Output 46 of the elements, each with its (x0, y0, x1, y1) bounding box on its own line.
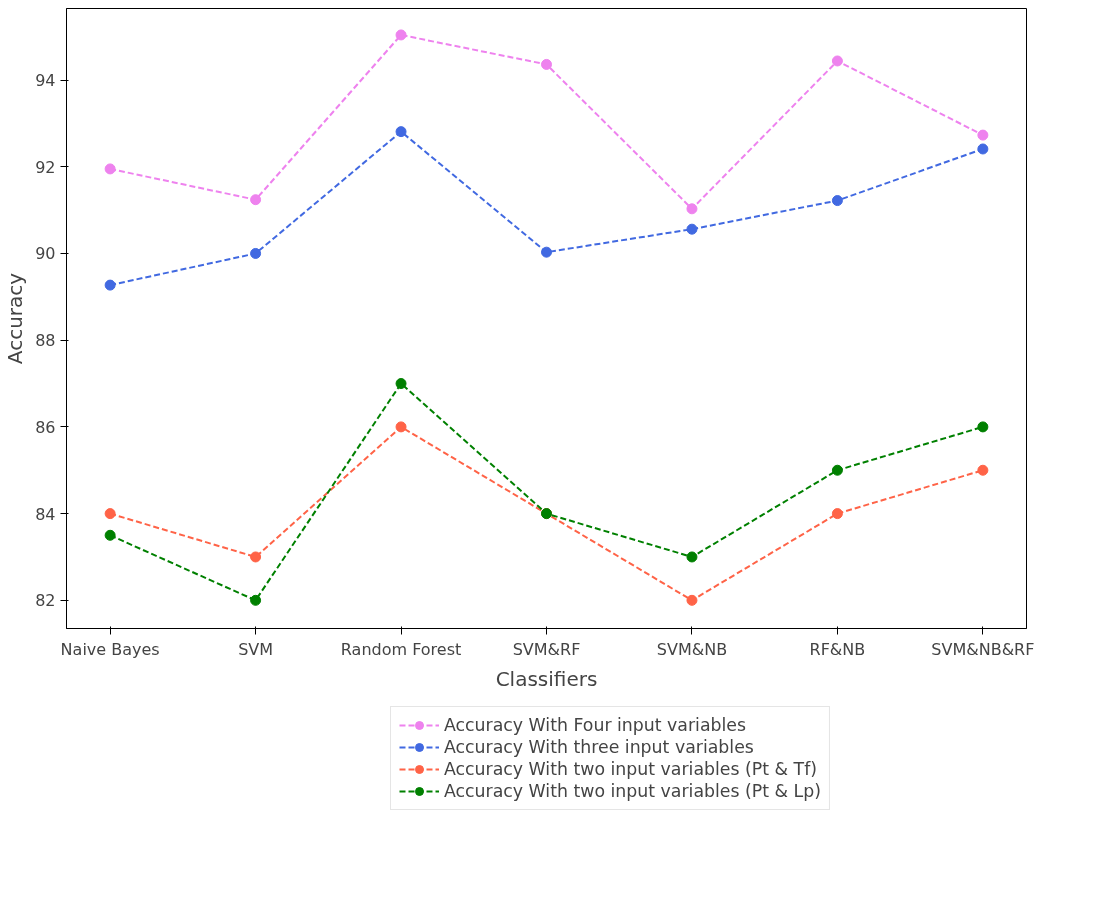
point (395, 421, 407, 433)
point (977, 421, 989, 433)
y-axis-title: Accuracy (3, 272, 28, 365)
y-tick-label: 88 (35, 331, 56, 351)
point (541, 246, 552, 258)
point (250, 194, 262, 206)
point (831, 55, 843, 67)
point (104, 279, 116, 291)
y-tick-label: 92 (35, 157, 56, 177)
point (686, 594, 698, 606)
x-tick-label: RF&NB (809, 639, 866, 659)
legend-label: Accuracy With Four input variables (443, 715, 747, 735)
point (686, 551, 698, 563)
y-tick-label: 84 (35, 504, 56, 524)
x-tick-label: Random Forest (340, 639, 462, 659)
point (541, 58, 552, 70)
point (686, 223, 698, 235)
point (977, 143, 989, 155)
point (104, 163, 116, 175)
legend-label: Accuracy With three input variables (443, 737, 754, 757)
legend-label: Accuracy With two input variables (Pt & Tf) (443, 759, 818, 779)
point (104, 508, 116, 520)
point (831, 508, 843, 520)
point (250, 594, 262, 606)
y-tick-label: 90 (35, 244, 56, 264)
point (831, 195, 843, 207)
point (395, 126, 407, 138)
y-tick-label: 86 (35, 417, 56, 437)
point (686, 203, 698, 215)
point (977, 129, 989, 141)
point (395, 378, 407, 390)
x-tick-label: SVM&NB&RF (931, 639, 1035, 659)
point (104, 529, 116, 541)
x-axis-title: Classifiers (495, 666, 598, 691)
point (395, 29, 407, 41)
point (831, 464, 843, 476)
x-tick-label: SVM (238, 639, 274, 659)
legend-label: Accuracy With two input variables (Pt & Lp) (443, 781, 822, 801)
y-tick-label: 94 (35, 71, 56, 91)
x-tick-label: SVM&RF (512, 639, 581, 659)
y-tick-label: 82 (35, 591, 56, 611)
x-tick-label: SVM&NB (656, 639, 728, 659)
point (977, 464, 989, 476)
point (250, 551, 262, 563)
x-tick-label: Naive Bayes (60, 639, 160, 659)
point (250, 247, 262, 259)
